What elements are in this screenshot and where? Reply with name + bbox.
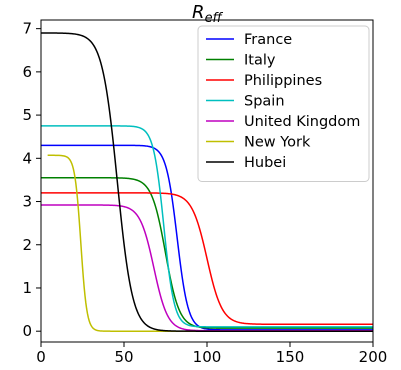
legend-box — [197, 25, 370, 182]
series-line-italy — [41, 177, 373, 329]
y-tick-label: 1 — [22, 279, 32, 297]
legend-entry: Spain — [244, 94, 285, 110]
y-tick-label: 4 — [22, 149, 32, 167]
x-tick-label: 150 — [276, 348, 305, 366]
legend-entry: France — [244, 32, 292, 48]
y-tick-label: 0 — [22, 322, 32, 340]
legend-entry: New York — [244, 135, 311, 151]
series-line-spain — [41, 125, 373, 328]
series-line-hubei — [41, 32, 373, 332]
axes-layer: 0 50 100 150 200 0 1 2 3 4 5 6 7 — [22, 19, 388, 366]
x-tick-label: 0 — [36, 348, 46, 366]
y-tick-label: 6 — [22, 63, 32, 81]
y-tick-label: 2 — [22, 236, 32, 254]
series-line-france — [41, 144, 373, 331]
chart-title-subscript: eff — [205, 11, 224, 26]
x-tick-label: 50 — [114, 348, 133, 366]
x-tick-label: 100 — [193, 348, 222, 366]
x-tick-label: 200 — [359, 348, 388, 366]
chart-title-base: R — [192, 2, 205, 23]
legend-entry: Philippines — [244, 73, 322, 89]
series-layer — [41, 32, 373, 332]
chart-title: Reff — [192, 2, 224, 26]
y-tick-label: 5 — [22, 106, 32, 124]
y-tick-label: 3 — [22, 193, 32, 211]
legend: France Italy Philippines Spain United Kingdo… — [197, 25, 370, 182]
series-line-philippines — [41, 192, 373, 326]
legend-entry: Italy — [244, 53, 276, 69]
series-line-united-kingdom — [41, 204, 373, 332]
y-tick-label: 7 — [22, 20, 32, 38]
legend-entry: United Kingdom — [244, 114, 360, 130]
legend-entry: Hubei — [244, 155, 286, 171]
